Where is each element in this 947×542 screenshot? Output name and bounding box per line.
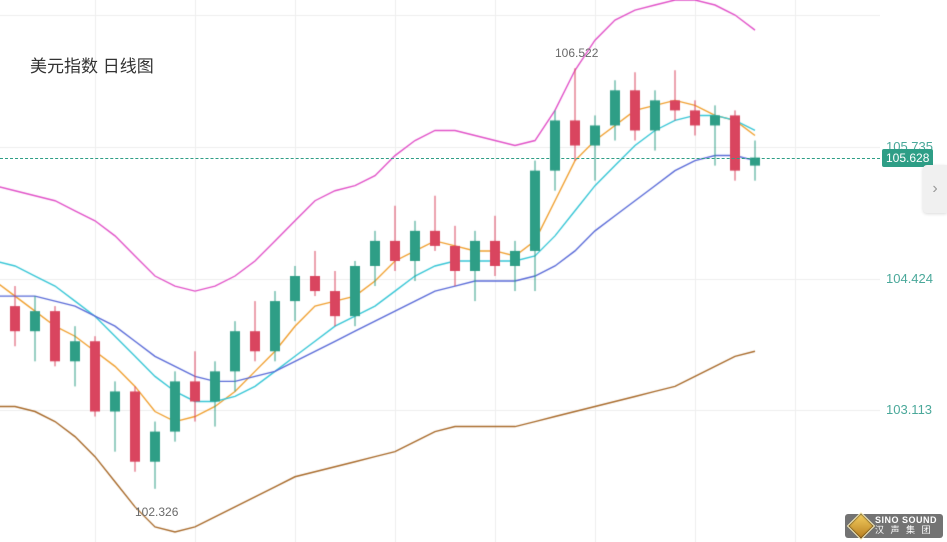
chevron-right-icon: › <box>932 180 937 198</box>
watermark-logo: SINO SOUND 汉 声 集 团 <box>845 514 943 538</box>
expand-panel-button[interactable]: › <box>923 165 947 213</box>
logo-diamond-icon <box>847 512 875 540</box>
y-axis-label: 104.424 <box>886 271 933 286</box>
candlestick-chart[interactable] <box>0 0 880 542</box>
logo-text-cn: 汉 声 集 团 <box>875 526 937 536</box>
price-annotation: 102.326 <box>135 505 178 519</box>
chart-title: 美元指数 日线图 <box>30 52 154 77</box>
y-axis-label: 103.113 <box>886 402 932 417</box>
current-price-line <box>0 158 880 159</box>
price-annotation: 106.522 <box>555 46 598 60</box>
